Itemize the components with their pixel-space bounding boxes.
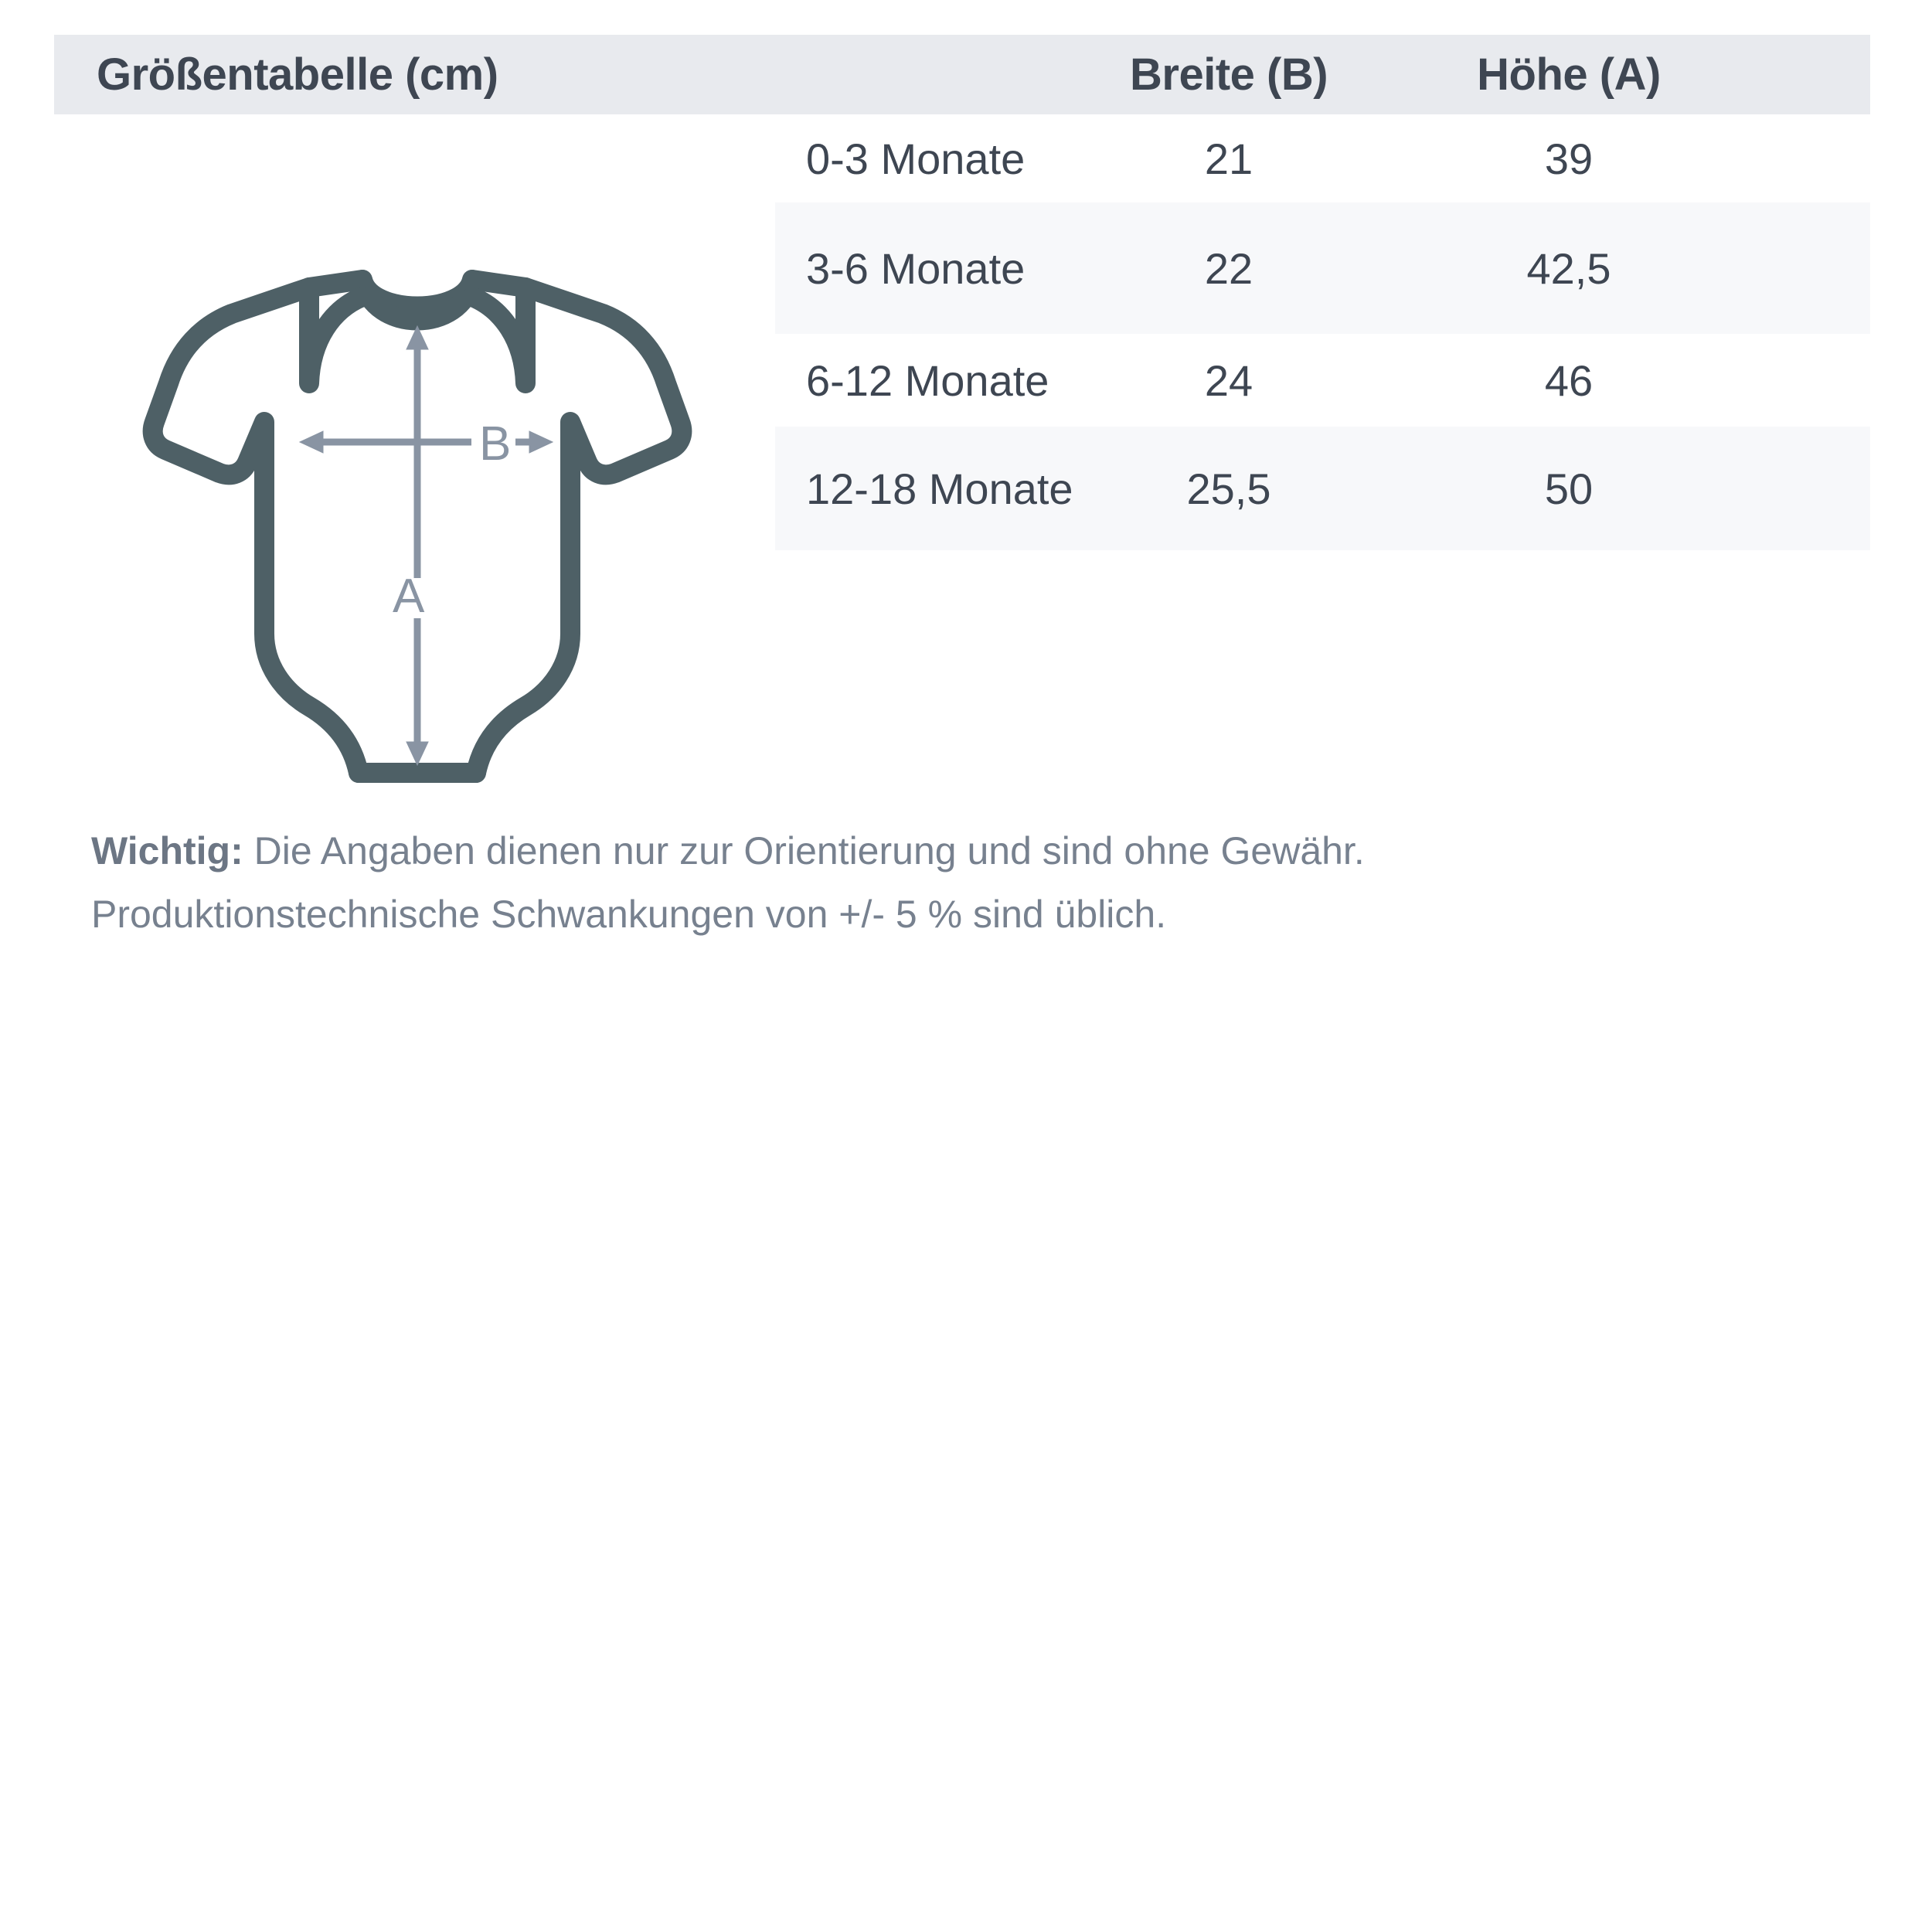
table-row: 0-3 Monate 21 39 [775, 114, 1870, 202]
cell-size: 3-6 Monate [806, 243, 1026, 293]
page-title: Größentabelle (cm) [97, 49, 498, 100]
footnote-line2: Produktionstechnische Schwankungen von +… [91, 893, 1167, 936]
dimension-label-b: B [479, 417, 511, 471]
cell-height: 50 [1544, 464, 1594, 513]
cell-size: 12-18 Monate [806, 464, 1073, 513]
bodysuit-icon [142, 270, 692, 783]
dimension-label-a: A [393, 570, 425, 623]
column-header-height: Höhe (A) [1477, 49, 1661, 100]
table-header-band [54, 35, 1870, 114]
table-row-stripe [775, 427, 1870, 550]
table-row: 12-18 Monate 25,5 50 [775, 427, 1870, 550]
cell-width: 21 [1204, 134, 1253, 183]
table-row-stripe [775, 202, 1870, 334]
width-dimension-b: B [298, 417, 554, 471]
cell-size: 6-12 Monate [806, 355, 1049, 405]
footnote-emphasis: Wichtig: [91, 829, 243, 872]
cell-height: 39 [1544, 134, 1594, 183]
bodysuit-diagram: A B [139, 232, 696, 788]
height-dimension-a: A [393, 325, 429, 767]
cell-width: 25,5 [1186, 464, 1271, 513]
table-row: 6-12 Monate 24 46 [775, 334, 1870, 427]
column-header-width: Breite (B) [1129, 49, 1328, 100]
footnote: Wichtig: Die Angaben dienen nur zur Orie… [91, 819, 1869, 946]
cell-height: 42,5 [1526, 243, 1611, 293]
cell-width: 22 [1204, 243, 1253, 293]
dimension-arrows: A B [298, 325, 554, 767]
cell-height: 46 [1544, 355, 1594, 405]
cell-size: 0-3 Monate [806, 134, 1026, 183]
cell-width: 24 [1204, 355, 1253, 405]
footnote-line1: Die Angaben dienen nur zur Orientierung … [243, 829, 1365, 872]
table-row: 3-6 Monate 22 42,5 [775, 202, 1870, 334]
